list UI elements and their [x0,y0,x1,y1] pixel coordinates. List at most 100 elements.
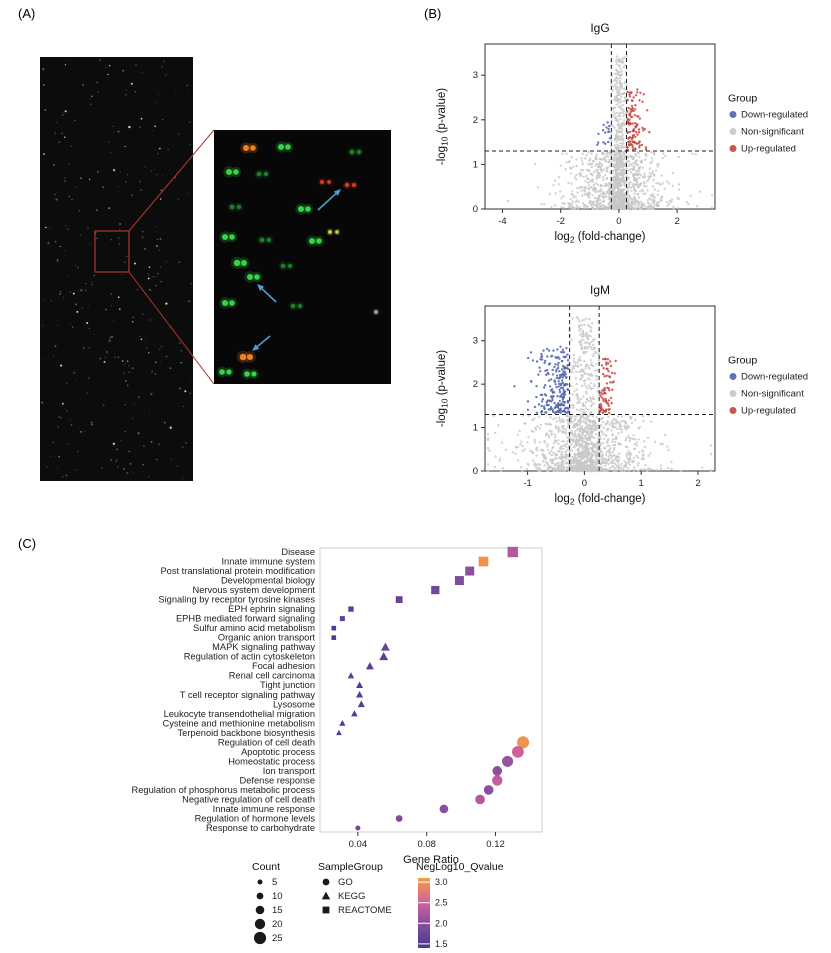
svg-text:0.12: 0.12 [486,839,505,850]
legend-item-label: Up-regulated [741,144,796,155]
legend-title: Group [728,93,757,105]
qvalue-colorbar [418,878,430,948]
category-label: Nervous system development [193,585,316,595]
category-label: Post translational protein modification [160,566,315,576]
points-layer [506,54,714,211]
category-label: MAPK signaling pathway [212,642,315,652]
svg-text:3: 3 [473,336,478,347]
category-label: Regulation of actin cytoskeleton [184,652,315,662]
category-label: Focal adhesion [252,661,315,671]
svg-text:0: 0 [582,478,587,489]
category-label: Organic anion transport [218,633,316,643]
category-label: Renal cell carcinoma [229,671,316,681]
threshold-lines [485,306,715,471]
category-label: Regulation of phosphorus metabolic proce… [132,785,316,795]
svg-text:-1: -1 [523,478,531,489]
inset-connector-line [128,129,215,232]
svg-text:0: 0 [473,466,478,477]
samplegroup-legend-label: GO [338,877,353,888]
plot-border [484,43,716,210]
category-label: Lysosome [273,699,315,709]
annotation-arrows [252,189,341,351]
category-label: Innate immune system [221,557,315,567]
svg-text:2: 2 [473,115,478,126]
qvalue-tick-label: 2.0 [435,918,448,928]
svg-text:2: 2 [473,379,478,390]
category-label: Apoptotic process [241,747,315,757]
inset-connector-line [128,271,215,385]
category-label: Signaling by receptor tyrosine kinases [158,595,315,605]
samplegroup-legend-label: KEGG [338,891,365,902]
legend-item-label: Up-regulated [741,406,796,417]
samplegroup-legend: SampleGroup GO KEGG REACTOME [318,861,392,916]
count-legend-title: Count [252,861,280,873]
svg-text:1: 1 [639,478,644,489]
category-label: Disease [281,547,315,557]
svg-text:0.08: 0.08 [417,839,436,850]
qvalue-legend: NegLog10_Qvalue 3.0 2.5 2.0 1.5 [416,861,504,949]
svg-text:3: 3 [473,70,478,81]
count-legend: Count 5 10 15 20 25 [252,861,283,945]
panel-a-label: (A) [18,6,36,21]
plot-border [319,547,543,833]
chart-title: IgG [590,21,609,35]
svg-text:2: 2 [695,478,700,489]
points-layer [486,316,713,473]
qvalue-tick-label: 3.0 [435,877,448,887]
microarray-dots [41,59,193,479]
category-label: Ion transport [263,766,316,776]
x-axis-label: Gene Ratio [403,854,459,866]
samplegroup-legend-title: SampleGroup [318,861,383,873]
count-legend-value: 25 [272,933,283,944]
category-label: Defense response [240,775,315,785]
x-axis-label: log2 (fold-change) [554,231,645,245]
y-axis-label: -log10 (p-value) [436,88,450,165]
volcano-plot-igm: IgM -1 0 1 2 0 1 2 3 log2 (fold-change) -log10 (p-… [436,283,808,507]
count-legend-value: 10 [272,891,283,902]
svg-text:1: 1 [473,159,478,170]
svg-text:0: 0 [616,216,621,227]
volcano-plot-igg: IgG -4 -2 0 2 0 1 2 3 log2 (fold-change) -log10 (p… [436,21,808,245]
svg-text:1: 1 [473,423,478,434]
y-axis-label: -log10 (p-value) [436,350,450,427]
svg-text:0: 0 [473,204,478,215]
count-legend-value: 15 [272,905,283,916]
category-label: Regulation of hormone levels [195,813,316,823]
microarray-panel [40,57,391,481]
legend: Group Down-regulated Non-significant Up-reg… [728,93,808,155]
category-label: Sulfur amino acid metabolism [193,623,315,633]
qvalue-tick-label: 1.5 [435,939,448,949]
count-legend-value: 5 [272,877,277,888]
panel-b-label: (B) [424,6,442,21]
panel-c-label: (C) [18,536,37,551]
category-label: Cysteine and methionine metabolism [163,718,316,728]
legend: Group Down-regulated Non-significant Up-reg… [728,355,808,417]
x-axis-label: log2 (fold-change) [554,493,645,507]
microarray-image [40,57,193,481]
category-label: Tight junction [260,680,315,690]
category-label: Response to carbohydrate [206,823,315,833]
inset-spots [216,141,380,380]
chart-title: IgM [590,283,610,297]
category-label: Homeostatic process [228,756,315,766]
inset-zoom-image [214,130,391,384]
points-layer [331,546,530,831]
category-label: Developmental biology [221,576,315,586]
legend-item-label: Down-regulated [741,372,808,383]
threshold-lines [485,44,715,209]
category-label: Innate immune response [213,804,315,814]
svg-text:-2: -2 [556,216,564,227]
legend-item-label: Non-significant [741,389,804,400]
svg-text:2: 2 [675,216,680,227]
category-label: Terpenoid backbone biosynthesis [178,728,316,738]
category-label: EPHB mediated forward signaling [176,614,315,624]
legend-item-label: Down-regulated [741,110,808,121]
axes: -4 -2 0 2 0 1 2 3 [473,70,680,227]
qvalue-legend-title: NegLog10_Qvalue [416,861,504,873]
svg-text:0.04: 0.04 [349,839,368,850]
x-axis: 0.04 0.08 0.12 [349,832,505,850]
category-label: Negative regulation of cell death [182,794,315,804]
